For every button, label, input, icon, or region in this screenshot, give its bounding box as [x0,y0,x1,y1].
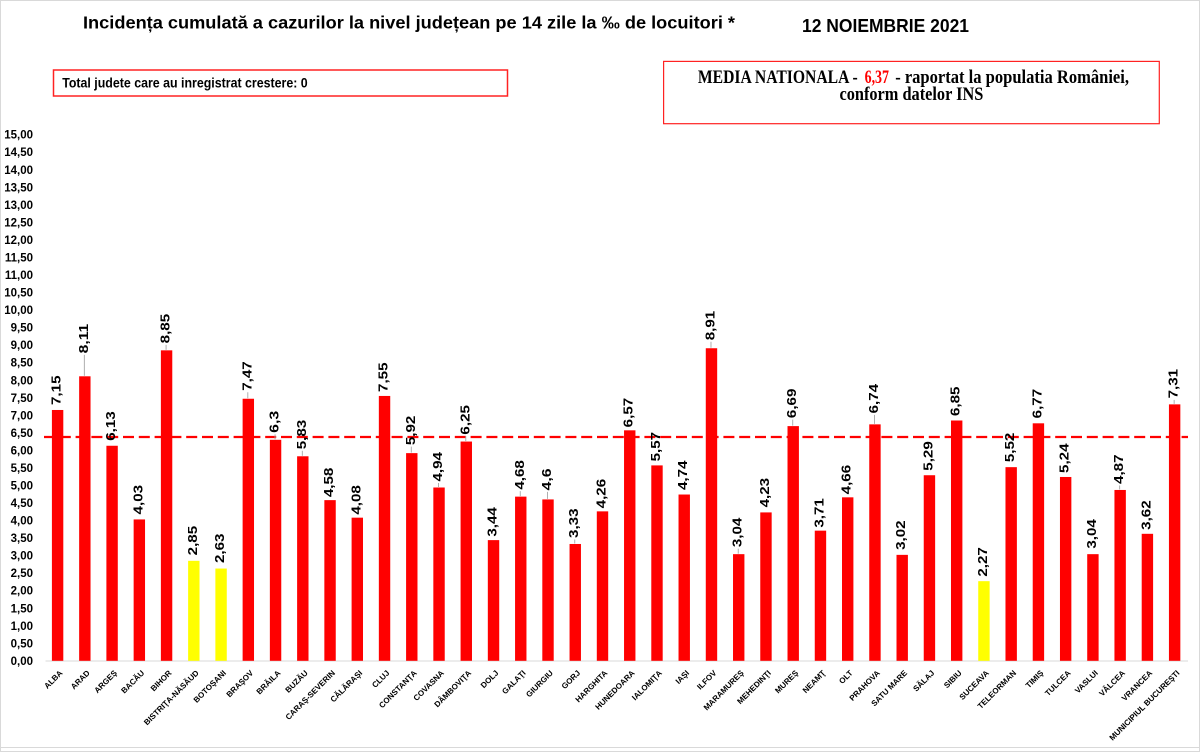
svg-text:5,00: 5,00 [11,481,33,493]
svg-text:Total judete care au inregistr: Total judete care au inregistrat crester… [62,75,308,91]
svg-text:0,50: 0,50 [11,638,33,650]
svg-text:6,3: 6,3 [268,411,282,433]
svg-text:5,83: 5,83 [295,420,309,450]
svg-text:3,02: 3,02 [894,520,908,550]
svg-text:9,50: 9,50 [11,323,33,335]
svg-text:6,74: 6,74 [867,384,881,414]
svg-text:3,44: 3,44 [486,507,500,537]
svg-text:6,85: 6,85 [949,386,963,416]
svg-text:MEDIA NATIONALA -: MEDIA NATIONALA - [698,67,858,88]
svg-text:7,15: 7,15 [50,375,64,405]
svg-text:4,58: 4,58 [322,468,336,498]
svg-text:4,26: 4,26 [595,479,609,509]
svg-text:6,37: 6,37 [865,67,890,88]
svg-text:6,57: 6,57 [622,398,636,428]
svg-text:14,50: 14,50 [4,147,33,159]
svg-text:2,63: 2,63 [213,534,227,564]
svg-text:4,87: 4,87 [1112,454,1126,484]
svg-text:3,50: 3,50 [11,533,33,545]
svg-text:13,00: 13,00 [4,200,33,212]
svg-text:6,50: 6,50 [11,428,33,440]
svg-text:7,00: 7,00 [11,410,33,422]
svg-text:8,00: 8,00 [11,375,33,387]
svg-text:7,47: 7,47 [240,361,254,391]
svg-text:6,69: 6,69 [785,389,799,419]
svg-text:4,68: 4,68 [513,460,527,490]
svg-text:Incidența cumulată a cazurilor: Incidența cumulată a cazurilor la nivel … [83,13,735,33]
svg-text:4,74: 4,74 [676,460,690,490]
svg-text:5,50: 5,50 [11,463,33,475]
svg-text:2,85: 2,85 [186,526,200,556]
svg-text:6,00: 6,00 [11,445,33,457]
svg-text:conform datelor INS: conform datelor INS [840,84,984,105]
svg-text:5,29: 5,29 [921,441,935,471]
svg-text:4,50: 4,50 [11,498,33,510]
svg-text:5,92: 5,92 [404,416,418,446]
svg-text:5,24: 5,24 [1058,443,1072,473]
svg-text:6,25: 6,25 [458,405,472,435]
svg-text:9,00: 9,00 [11,340,33,352]
svg-text:13,50: 13,50 [4,182,33,194]
svg-text:3,62: 3,62 [1139,500,1153,530]
svg-text:1,50: 1,50 [11,603,33,615]
svg-text:4,23: 4,23 [758,478,772,508]
svg-text:4,94: 4,94 [431,452,445,482]
svg-text:4,66: 4,66 [840,465,854,495]
svg-text:7,31: 7,31 [1167,369,1181,399]
svg-text:0,00: 0,00 [11,656,33,668]
svg-text:4,6: 4,6 [540,468,554,490]
svg-text:8,91: 8,91 [703,311,717,341]
svg-text:10,50: 10,50 [4,288,33,300]
svg-text:15,00: 15,00 [4,130,33,142]
svg-text:10,00: 10,00 [4,305,33,317]
svg-text:12,50: 12,50 [4,217,33,229]
svg-text:5,52: 5,52 [1003,433,1017,463]
svg-text:2,00: 2,00 [11,586,33,598]
svg-text:14,00: 14,00 [4,165,33,177]
svg-text:8,85: 8,85 [159,314,173,344]
svg-text:8,11: 8,11 [77,324,91,354]
svg-text:2,50: 2,50 [11,568,33,580]
svg-text:3,33: 3,33 [567,508,581,538]
svg-text:2,27: 2,27 [976,547,990,577]
svg-text:4,03: 4,03 [131,485,145,515]
svg-text:3,04: 3,04 [1085,519,1099,549]
svg-text:8,50: 8,50 [11,358,33,370]
svg-text:3,04: 3,04 [731,518,745,548]
svg-text:6,77: 6,77 [1030,389,1044,419]
svg-text:7,50: 7,50 [11,393,33,405]
svg-text:3,71: 3,71 [812,498,826,528]
svg-text:11,50: 11,50 [5,253,33,265]
svg-text:4,08: 4,08 [349,485,363,515]
svg-text:1,00: 1,00 [11,621,33,633]
svg-text:- raportat la populatia Român: - raportat la populatia României, [895,67,1129,88]
svg-text:3,00: 3,00 [11,551,33,563]
svg-text:7,55: 7,55 [377,362,391,392]
svg-text:4,00: 4,00 [11,516,33,528]
svg-text:5,57: 5,57 [649,432,663,462]
svg-text:12,00: 12,00 [4,235,33,247]
svg-text:12 NOIEMBRIE 2021: 12 NOIEMBRIE 2021 [802,15,969,36]
svg-text:6,13: 6,13 [104,411,118,441]
svg-text:11,00: 11,00 [5,270,33,282]
